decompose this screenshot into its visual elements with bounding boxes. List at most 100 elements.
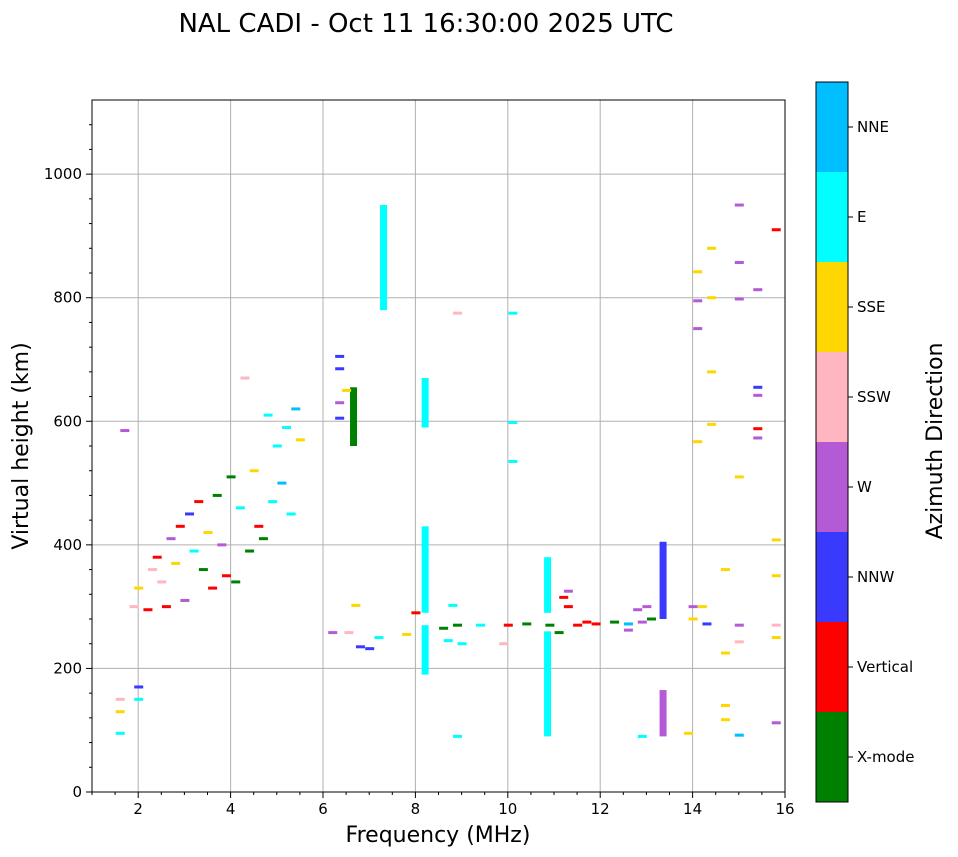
data-point	[268, 500, 278, 504]
data-point	[753, 436, 763, 440]
colorbar-tick-label: SSE	[857, 298, 886, 316]
x-tick-label: 8	[411, 800, 421, 818]
data-point	[707, 246, 717, 250]
data-point	[203, 531, 213, 534]
data-segment	[659, 541, 667, 619]
data-point	[185, 512, 195, 516]
data-point	[693, 270, 703, 274]
data-point	[282, 425, 292, 429]
data-point	[683, 731, 693, 735]
data-point	[221, 574, 231, 578]
colorbar-swatch	[816, 172, 848, 262]
data-point	[693, 299, 703, 303]
data-point	[753, 385, 763, 389]
data-segment	[380, 205, 388, 311]
data-point	[508, 459, 518, 463]
colorbar-swatch	[816, 712, 848, 802]
data-point	[508, 311, 518, 315]
data-point	[563, 605, 573, 609]
data-point	[342, 388, 352, 392]
plot-area: 2 4 6 8 10 12 14 16 0 200 400 600 800 1000	[44, 99, 795, 818]
data-point	[212, 493, 222, 497]
y-axis-label: Virtual height (km)	[9, 342, 34, 549]
data-point	[402, 632, 412, 636]
colorbar-tick-label: NNE	[857, 118, 889, 136]
data-point	[522, 622, 532, 626]
data-point	[443, 639, 453, 643]
data-point	[115, 697, 125, 701]
data-point	[277, 481, 287, 485]
data-point	[171, 561, 181, 565]
data-point	[637, 734, 647, 738]
data-point	[623, 628, 633, 632]
data-segment	[659, 690, 667, 737]
data-point	[134, 685, 144, 689]
data-point	[286, 512, 296, 516]
data-point	[143, 608, 153, 612]
data-point	[335, 416, 345, 420]
data-point	[702, 622, 712, 626]
data-point	[693, 440, 703, 444]
data-point	[258, 537, 268, 541]
data-point	[439, 626, 449, 630]
data-point	[457, 642, 467, 646]
x-tick-label: 2	[133, 800, 143, 818]
data-point	[693, 327, 703, 331]
x-tick-label: 14	[683, 800, 702, 818]
data-point	[448, 603, 458, 607]
data-points	[115, 203, 781, 738]
colorbar-swatch	[816, 352, 848, 442]
data-point	[753, 288, 763, 292]
data-point	[753, 393, 763, 397]
data-point	[720, 568, 730, 572]
data-point	[217, 543, 227, 547]
data-point	[328, 631, 338, 635]
x-axis-label: Frequency (MHz)	[346, 823, 531, 848]
data-point	[291, 407, 301, 411]
x-tick-label: 16	[775, 800, 794, 818]
data-point	[734, 297, 744, 301]
data-point	[734, 640, 744, 644]
data-point	[152, 555, 162, 559]
data-segment	[421, 378, 429, 428]
data-point	[734, 623, 744, 627]
plot-background	[92, 100, 785, 792]
data-point	[129, 605, 139, 609]
data-point	[226, 475, 236, 479]
data-point	[688, 617, 698, 621]
data-point	[115, 710, 125, 714]
data-point	[295, 438, 305, 442]
data-point	[582, 620, 592, 624]
data-point	[189, 549, 199, 553]
data-point	[254, 524, 264, 528]
colorbar-tick-label: NNW	[857, 568, 894, 586]
data-point	[272, 444, 282, 448]
colorbar-tick-label: X-mode	[857, 748, 914, 766]
x-tick-label: 6	[318, 800, 328, 818]
data-point	[374, 636, 384, 640]
colorbar-frame	[815, 81, 849, 803]
data-point	[166, 537, 176, 541]
data-point	[335, 401, 345, 405]
data-point	[554, 631, 564, 635]
data-point	[235, 506, 245, 510]
data-point	[115, 731, 125, 735]
data-point	[198, 568, 208, 572]
data-point	[545, 623, 555, 627]
colorbar-tick-label: E	[857, 208, 866, 226]
colorbar-label: Azimuth Direction	[923, 342, 948, 539]
data-point	[351, 603, 361, 607]
data-point	[120, 429, 130, 433]
data-point	[637, 620, 647, 624]
data-segment	[421, 625, 429, 675]
y-tick-label: 600	[53, 412, 82, 430]
data-point	[335, 367, 345, 371]
data-point	[452, 734, 462, 738]
data-point	[771, 636, 781, 640]
data-point	[734, 475, 744, 479]
data-point	[707, 296, 717, 300]
data-point	[499, 642, 509, 646]
data-point	[452, 623, 462, 627]
colorbar-swatch	[816, 262, 848, 352]
